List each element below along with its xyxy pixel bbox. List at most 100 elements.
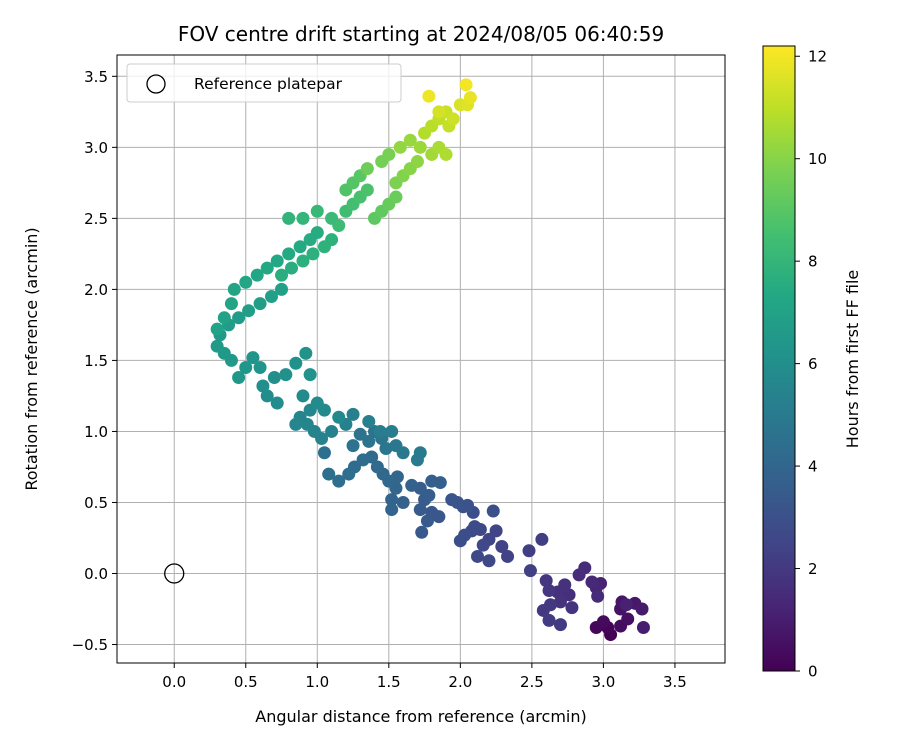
scatter-point	[270, 396, 284, 410]
x-tick-label: 3.5	[663, 673, 687, 691]
scatter-point	[522, 544, 536, 558]
scatter-point	[289, 417, 303, 431]
scatter-point	[385, 424, 399, 438]
scatter-point	[396, 446, 410, 460]
scatter-point	[332, 474, 346, 488]
scatter-point	[253, 297, 267, 311]
legend-marker	[146, 74, 166, 94]
legend-label: Reference platepar	[194, 75, 343, 93]
scatter-point	[260, 389, 274, 403]
scatter-point	[382, 147, 396, 161]
legend-box	[126, 63, 402, 103]
colorbar-tick-label: 8	[808, 253, 818, 271]
colorbar-label: Hours from first FF file	[843, 270, 862, 449]
scatter-point	[422, 488, 436, 502]
scatter-point	[393, 140, 407, 154]
y-tick-label: 3.5	[84, 68, 108, 86]
scatter-point	[267, 370, 281, 384]
scatter-point	[482, 554, 496, 568]
scatter-point	[396, 495, 410, 509]
scatter-point	[362, 434, 376, 448]
scatter-point	[373, 424, 387, 438]
scatter-point	[385, 493, 399, 507]
scatter-point	[250, 268, 264, 282]
scatter-point	[415, 525, 429, 539]
scatter-point	[471, 549, 485, 563]
y-tick-label: −0.5	[72, 636, 108, 654]
scatter-point	[636, 620, 650, 634]
y-axis-label: Rotation from reference (arcmin)	[22, 227, 41, 490]
scatter-point	[420, 514, 434, 528]
scatter-point	[303, 368, 317, 382]
x-tick-label: 2.5	[520, 673, 544, 691]
scatter-point	[306, 247, 320, 261]
scatter-point	[246, 351, 260, 365]
scatter-point	[405, 478, 419, 492]
scatter-point	[542, 613, 556, 627]
scatter-point	[310, 396, 324, 410]
y-tick-label: 2.0	[84, 281, 108, 299]
scatter-point	[275, 268, 289, 282]
scatter-point	[572, 568, 586, 582]
scatter-point	[210, 322, 224, 336]
scatter-point	[542, 584, 556, 598]
scatter-point	[232, 311, 246, 325]
scatter-point	[256, 379, 270, 393]
scatter-point	[621, 612, 635, 626]
scatter-point	[242, 304, 256, 318]
legend: Reference platepar	[126, 63, 402, 103]
colorbar-tick-label: 12	[808, 48, 827, 66]
scatter-point	[425, 474, 439, 488]
scatter-point	[501, 549, 515, 563]
colorbar-tick-label: 0	[808, 663, 818, 681]
scatter-point	[353, 427, 367, 441]
scatter-point	[210, 339, 224, 353]
scatter-point	[360, 162, 374, 176]
scatter-point	[325, 424, 339, 438]
scatter-point	[310, 226, 324, 240]
plot-frame	[116, 54, 726, 664]
y-tick-label: 2.5	[84, 210, 108, 228]
scatter-point	[468, 520, 482, 534]
reference-marker	[164, 563, 185, 584]
colorbar-tick-label: 10	[808, 150, 827, 168]
scatter-point	[489, 524, 503, 538]
scatter-points	[210, 78, 650, 642]
scatter-point	[562, 588, 576, 602]
scatter-point	[239, 361, 253, 375]
y-tick-label: 1.5	[84, 352, 108, 370]
scatter-point	[356, 453, 370, 467]
scatter-point	[332, 410, 346, 424]
scatter-point	[553, 618, 567, 632]
colorbar-tick-label: 6	[808, 355, 818, 373]
scatter-point	[282, 247, 296, 261]
scatter-point	[325, 233, 339, 247]
scatter-point	[370, 460, 384, 474]
scatter-point	[227, 282, 241, 296]
colorbar: 0 2 4 6 8 10 12 Hours from first FF file	[762, 45, 862, 681]
scatter-point	[224, 297, 238, 311]
scatter-point	[275, 282, 289, 296]
y-tick-label: 0.5	[84, 494, 108, 512]
scatter-point	[389, 190, 403, 204]
scatter-point	[270, 254, 284, 268]
scatter-point	[232, 370, 246, 384]
scatter-point	[282, 211, 296, 225]
x-tick-label: 1.5	[377, 673, 401, 691]
x-axis-label: Angular distance from reference (arcmin)	[255, 707, 586, 726]
scatter-point	[265, 289, 279, 303]
scatter-point	[523, 564, 537, 578]
x-axis-ticks: 0.0 0.5 1.0 1.5 2.0 2.5 3.0 3.5	[162, 663, 687, 691]
scatter-point	[539, 574, 553, 588]
y-tick-label: 1.0	[84, 423, 108, 441]
scatter-point	[296, 211, 310, 225]
scatter-point	[296, 389, 310, 403]
scatter-point	[322, 467, 336, 481]
scatter-point	[342, 467, 356, 481]
scatter-point	[360, 183, 374, 197]
scatter-point	[486, 504, 500, 518]
colorbar-gradient	[762, 45, 796, 672]
scatter-point	[279, 368, 293, 382]
scatter-point	[332, 218, 346, 232]
